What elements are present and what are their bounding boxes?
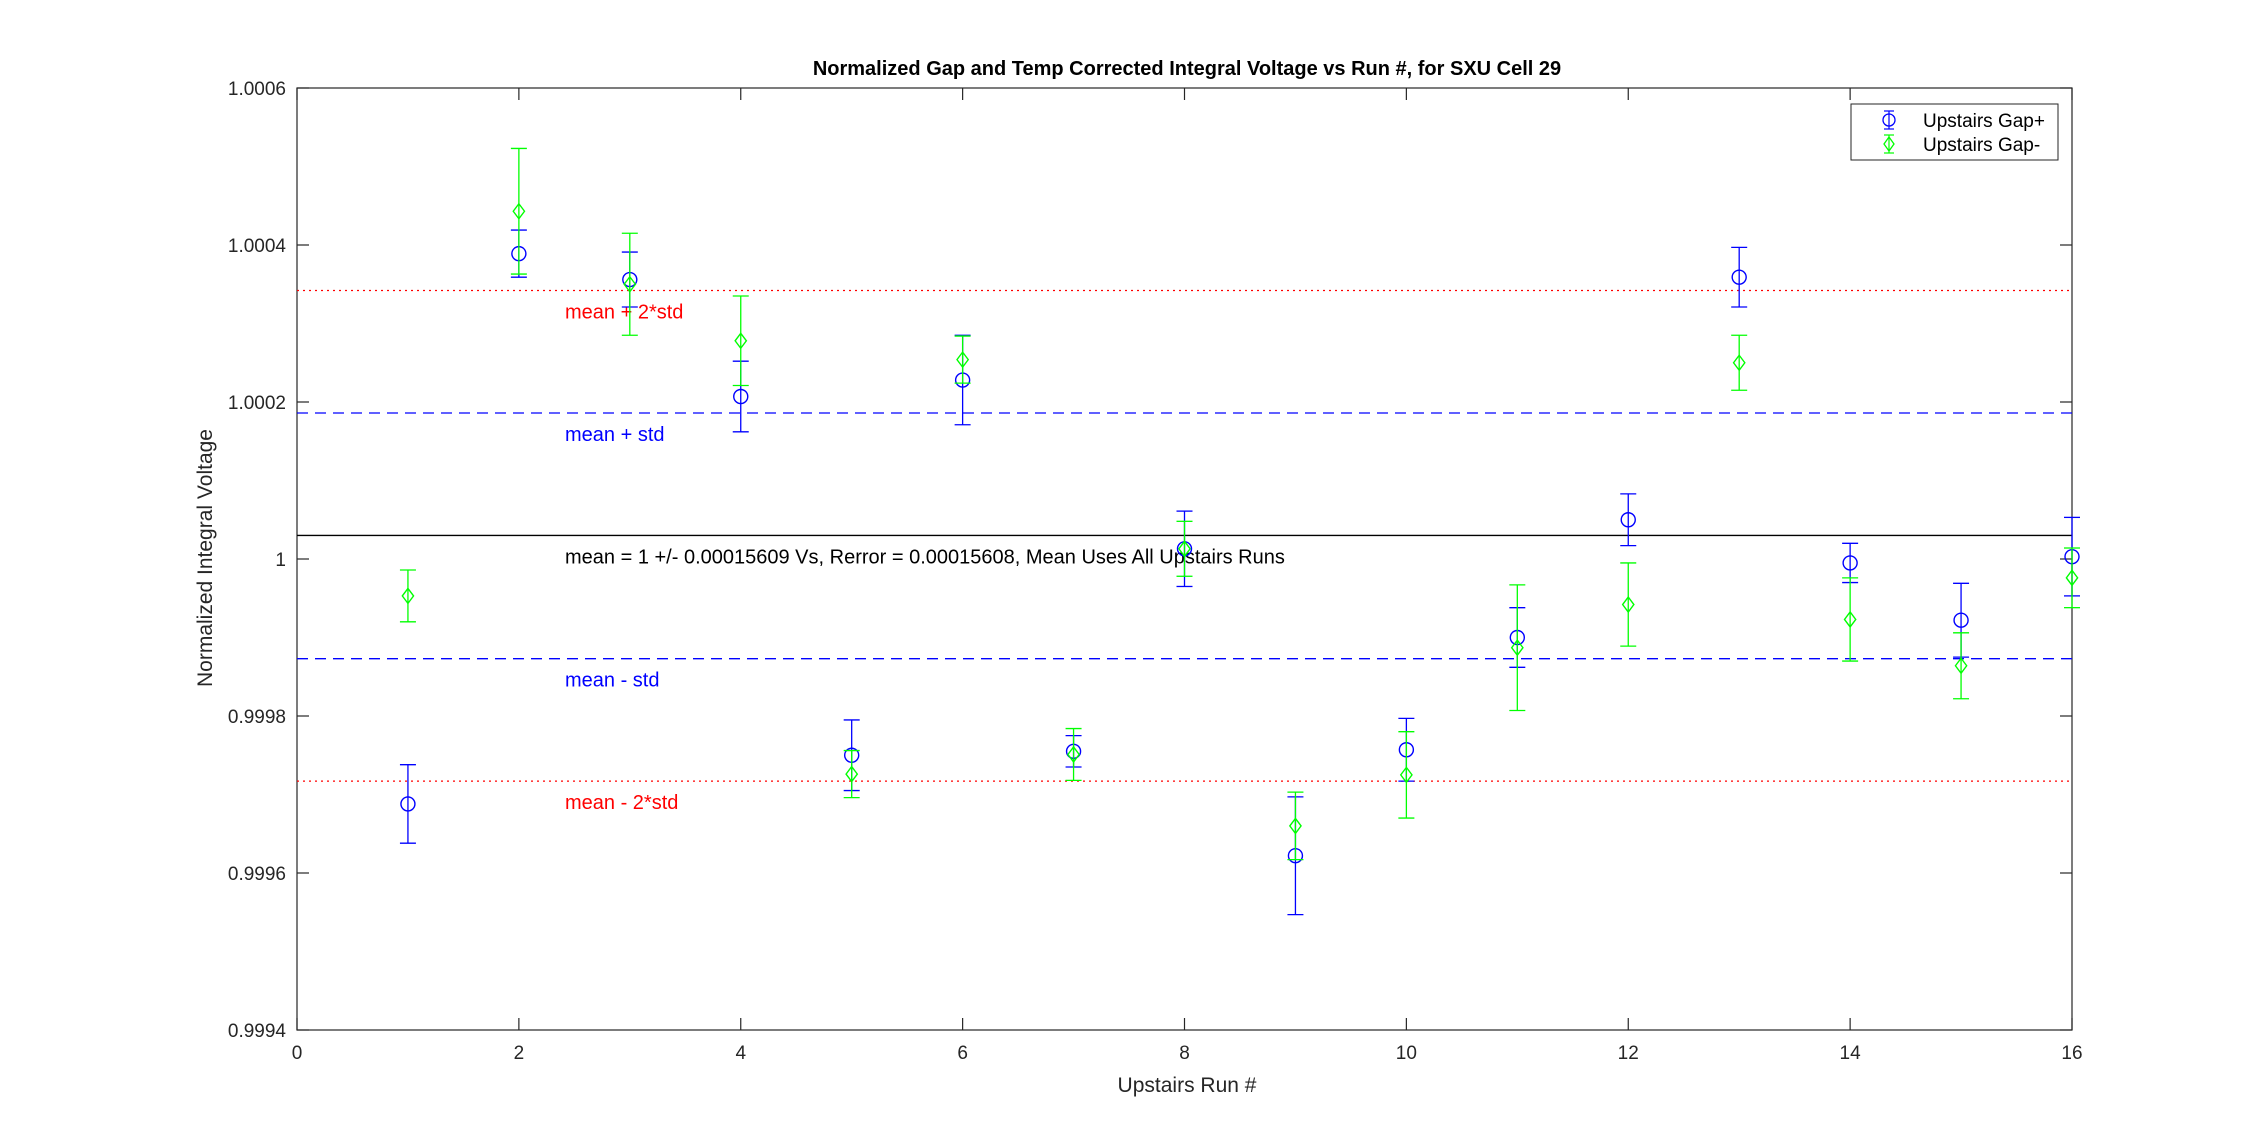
legend-entry-label: Upstairs Gap- <box>1923 135 2040 156</box>
data-point-diamond <box>1732 354 1746 372</box>
reference-line-label: mean + std <box>565 424 665 446</box>
legend: Upstairs Gap+ Upstairs Gap- <box>1850 103 2059 161</box>
data-point-diamond <box>1843 610 1857 629</box>
data-point-diamond <box>1288 817 1302 835</box>
x-tick-label: 10 <box>1396 1043 1417 1064</box>
y-axis-label: Normalized Integral Voltage <box>194 429 217 687</box>
data-point-circle <box>400 796 416 812</box>
legend-entry-label: Upstairs Gap+ <box>1923 111 2045 132</box>
data-point-diamond <box>845 765 859 783</box>
x-tick-label: 0 <box>292 1043 303 1064</box>
data-point-circle <box>1620 512 1636 528</box>
chart-title: Normalized Gap and Temp Corrected Integr… <box>813 58 1561 80</box>
x-tick-label: 2 <box>514 1043 525 1064</box>
y-tick-label: 1.0002 <box>228 393 286 414</box>
data-point-circle <box>1731 269 1747 285</box>
y-tick-label: 0.9994 <box>228 1021 287 1042</box>
data-point-diamond <box>1067 745 1081 764</box>
x-tick-label: 12 <box>1618 1043 1639 1064</box>
y-tick-label: 0.9998 <box>228 707 286 728</box>
x-tick-label: 6 <box>957 1043 968 1064</box>
reference-line-label: mean + 2*std <box>565 302 683 324</box>
data-point-diamond <box>1510 639 1524 657</box>
y-tick-label: 0.9996 <box>228 864 286 885</box>
legend-marker-diamond <box>1883 135 1895 153</box>
data-point-diamond <box>1178 540 1191 558</box>
data-point-diamond <box>623 275 637 293</box>
data-point-diamond <box>1954 657 1968 675</box>
x-tick-label: 4 <box>735 1043 746 1064</box>
reference-line-label: mean - 2*std <box>565 792 678 814</box>
data-point-diamond <box>1621 595 1635 614</box>
legend-box <box>1850 103 2059 161</box>
y-tick-label: 1.0004 <box>228 236 287 257</box>
reference-line-label: mean - std <box>565 670 659 692</box>
data-point-circle <box>733 388 749 405</box>
data-point-diamond <box>401 587 415 605</box>
x-tick-label: 14 <box>1840 1043 1862 1064</box>
data-point-circle <box>1953 612 1969 628</box>
reference-line-label: mean = 1 +/- 0.00015609 Vs, Rerror = 0.0… <box>565 546 1285 568</box>
data-point-diamond <box>956 350 970 369</box>
plot-area: 0 2 4 6 8 10 12 14 16 0.9994 0.9996 0.9998 1 1.0002 1.… <box>228 79 2083 1064</box>
data-point-diamond <box>512 202 526 220</box>
y-tick-label: 1.0006 <box>228 79 286 100</box>
legend-marker-circle <box>1882 113 1896 127</box>
data-point-diamond <box>1399 766 1413 784</box>
x-axis-label: Upstairs Run # <box>1118 1074 1257 1097</box>
data-point-circle <box>1842 555 1858 571</box>
data-point-diamond <box>2065 569 2079 587</box>
y-tick-label: 1 <box>275 550 286 571</box>
x-tick-label: 16 <box>2061 1043 2082 1064</box>
data-point-diamond <box>734 332 748 350</box>
x-tick-label: 8 <box>1179 1043 1190 1064</box>
